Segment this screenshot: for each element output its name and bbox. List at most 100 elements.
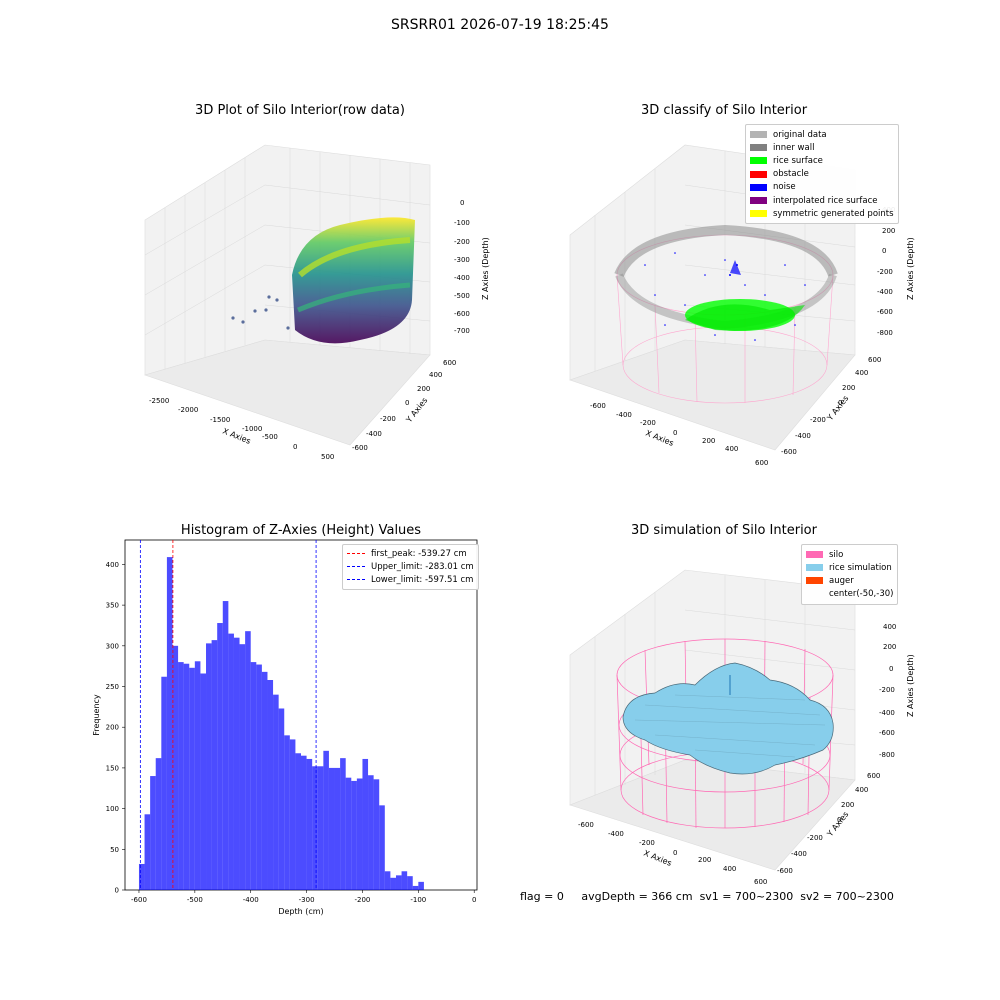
svg-text:-200: -200 — [639, 839, 655, 847]
svg-text:200: 200 — [702, 437, 715, 445]
histogram-bar — [239, 644, 246, 890]
legend-label: first_peak: -539.27 cm — [371, 548, 467, 559]
histogram-bar — [362, 758, 369, 890]
legend-entry: auger — [806, 574, 893, 587]
svg-text:500: 500 — [321, 453, 334, 461]
svg-text:Z Axies (Depth): Z Axies (Depth) — [906, 654, 915, 717]
raw-floor-pane — [144, 339, 431, 446]
histogram-bar — [217, 623, 223, 890]
svg-text:-200: -200 — [877, 268, 893, 276]
svg-text:600: 600 — [443, 359, 456, 367]
sv1-text: sv1 = 700~2300 — [699, 890, 794, 903]
svg-text:0: 0 — [405, 399, 409, 407]
raw-3d-plot: -2500 -2000 -1500 -1000 -500 0 500 -600 … — [144, 144, 490, 461]
svg-text:X Axies: X Axies — [642, 849, 673, 868]
legend-entry: interpolated rice surface — [750, 194, 894, 207]
legend-label: obstacle — [773, 169, 809, 180]
legend-entry: center(-50,-30) — [806, 588, 893, 601]
svg-text:-400: -400 — [795, 432, 811, 440]
histogram-bar — [379, 805, 385, 890]
legend-label: center(-50,-30) — [829, 589, 894, 600]
histogram-bar — [301, 755, 307, 890]
svg-text:600: 600 — [754, 878, 767, 885]
svg-text:400: 400 — [855, 369, 868, 377]
svg-text:200: 200 — [698, 856, 711, 864]
legend-swatch — [806, 577, 823, 585]
legend-swatch — [750, 197, 767, 205]
svg-text:-500: -500 — [454, 292, 470, 300]
histogram-bar — [228, 633, 234, 890]
legend-swatch — [806, 551, 823, 559]
simulation-plot-title: 3D simulation of Silo Interior — [631, 523, 817, 538]
histogram-title: Histogram of Z-Axies (Height) Values — [180, 523, 422, 538]
histogram-bar — [273, 694, 279, 890]
histogram-bar — [323, 750, 329, 890]
svg-text:-300: -300 — [454, 256, 470, 264]
legend-entry: first_peak: -539.27 cm — [347, 547, 474, 560]
y-tick-label: 300 — [106, 642, 119, 650]
histogram-bar — [250, 662, 257, 890]
legend-swatch — [750, 144, 767, 152]
legend-swatch — [750, 170, 767, 178]
svg-text:0: 0 — [673, 849, 677, 857]
svg-text:-400: -400 — [877, 288, 893, 296]
histogram-bar — [189, 667, 195, 890]
raw-zlabel: Z Axies (Depth) — [481, 237, 490, 300]
legend-swatch — [750, 131, 767, 139]
histogram-bar — [373, 779, 380, 890]
legend-entry: Upper_limit: -283.01 cm — [347, 560, 474, 573]
histogram-legend: first_peak: -539.27 cm Upper_limit: -283.… — [342, 544, 479, 590]
histogram-bar — [172, 645, 179, 890]
histogram-bar — [245, 631, 251, 890]
histogram-bar — [284, 735, 290, 890]
legend-entry: rice simulation — [806, 561, 893, 574]
svg-text:600: 600 — [867, 772, 880, 780]
legend-label: noise — [773, 182, 796, 193]
histogram-bar — [261, 671, 268, 890]
flag-text: flag = 0 — [520, 890, 564, 903]
histogram-bar — [351, 780, 357, 890]
histogram-bar — [295, 753, 301, 890]
histogram-bar — [328, 767, 335, 890]
svg-text:200: 200 — [841, 801, 854, 809]
legend-label: interpolated rice surface — [773, 195, 878, 206]
svg-text:-600: -600 — [877, 308, 893, 316]
legend-label: silo — [829, 549, 844, 560]
legend-label: Upper_limit: -283.01 cm — [371, 561, 474, 572]
legend-line-sample — [347, 579, 365, 581]
histogram-ylabel: Frequency — [92, 694, 101, 736]
svg-text:-200: -200 — [810, 416, 826, 424]
legend-swatch — [750, 210, 767, 218]
legend-entry: inner wall — [750, 141, 894, 154]
legend-label: symmetric generated points — [773, 208, 894, 219]
status-footer: flag = 0 avgDepth = 366 cm sv1 = 700~230… — [520, 890, 894, 903]
sv2-text: sv2 = 700~2300 — [800, 890, 894, 903]
svg-text:-1500: -1500 — [210, 416, 230, 424]
svg-text:-200: -200 — [879, 686, 895, 694]
svg-text:-400: -400 — [616, 411, 632, 419]
histogram-bar — [340, 758, 346, 890]
histogram-bar — [418, 881, 424, 890]
svg-text:-100: -100 — [454, 219, 470, 227]
svg-text:-1000: -1000 — [242, 425, 262, 433]
svg-text:400: 400 — [855, 786, 868, 794]
svg-text:-200: -200 — [454, 238, 470, 246]
svg-text:400: 400 — [429, 371, 442, 379]
histogram-bar — [317, 766, 324, 890]
histogram-bar — [178, 662, 184, 890]
x-tick-label: -400 — [243, 896, 259, 904]
y-tick-label: 0 — [115, 887, 119, 895]
legend-entry: symmetric generated points — [750, 207, 894, 220]
raw-xtick: -2500 — [149, 397, 169, 405]
raw-point-cloud — [292, 217, 415, 344]
svg-text:0: 0 — [838, 399, 842, 407]
svg-text:200: 200 — [842, 384, 855, 392]
histogram-bar — [356, 778, 363, 890]
y-tick-label: 350 — [106, 602, 119, 610]
legend-line-sample — [347, 566, 365, 568]
histogram-bar — [206, 643, 212, 890]
histogram-bar — [395, 875, 402, 890]
svg-text:X Axies: X Axies — [644, 429, 675, 448]
svg-text:-600: -600 — [590, 402, 606, 410]
histogram-bar — [150, 776, 156, 890]
